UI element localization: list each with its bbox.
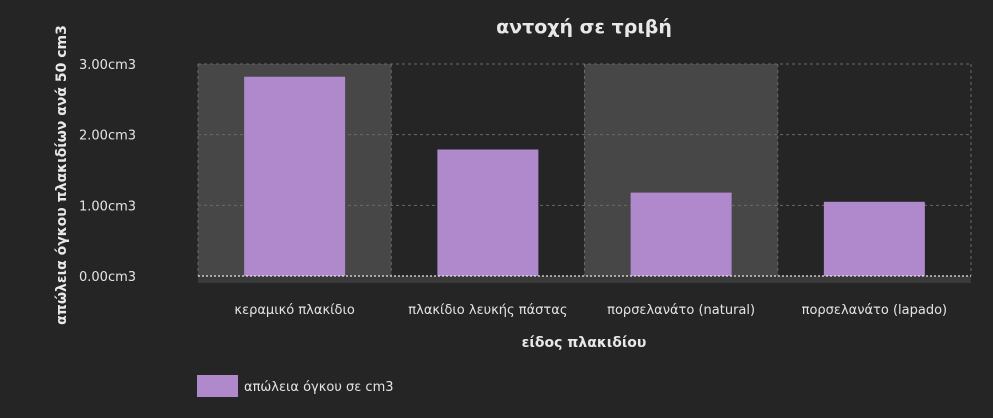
y-tick-label: 2.00cm3 — [79, 129, 136, 144]
bar — [244, 76, 346, 276]
x-tick-label: πλακίδιο λευκής πάστας — [408, 303, 567, 318]
y-tick-labels: 0.00cm3 1.00cm3 2.00cm3 3.00cm3 — [79, 58, 136, 285]
legend-label: απώλεια όγκου σε cm3 — [244, 380, 394, 395]
bar — [630, 192, 732, 276]
x-tick-label: κεραμικό πλακίδιο — [234, 303, 354, 318]
bars — [244, 76, 925, 276]
bar — [823, 201, 925, 276]
legend-swatch — [197, 375, 238, 397]
chart-title: αντοχή σε τριβή — [496, 16, 672, 38]
y-tick-label: 3.00cm3 — [79, 58, 136, 73]
x-tick-label: πορσελανάτο (natural) — [607, 303, 755, 318]
y-tick-label: 0.00cm3 — [79, 270, 136, 285]
bar — [437, 149, 539, 276]
y-axis-title: απώλεια όγκου πλακιδίων ανά 50 cm3 — [54, 25, 70, 325]
x-tick-label: πορσελανάτο (lapado) — [802, 303, 947, 318]
x-tick-labels: κεραμικό πλακίδιο πλακίδιο λευκής πάστας π… — [234, 303, 947, 318]
y-tick-label: 1.00cm3 — [79, 199, 136, 214]
axes — [198, 275, 971, 283]
legend: απώλεια όγκου σε cm3 — [197, 375, 394, 397]
x-axis-title: είδος πλακιδίου — [522, 335, 647, 351]
x-axis-band — [198, 276, 971, 283]
